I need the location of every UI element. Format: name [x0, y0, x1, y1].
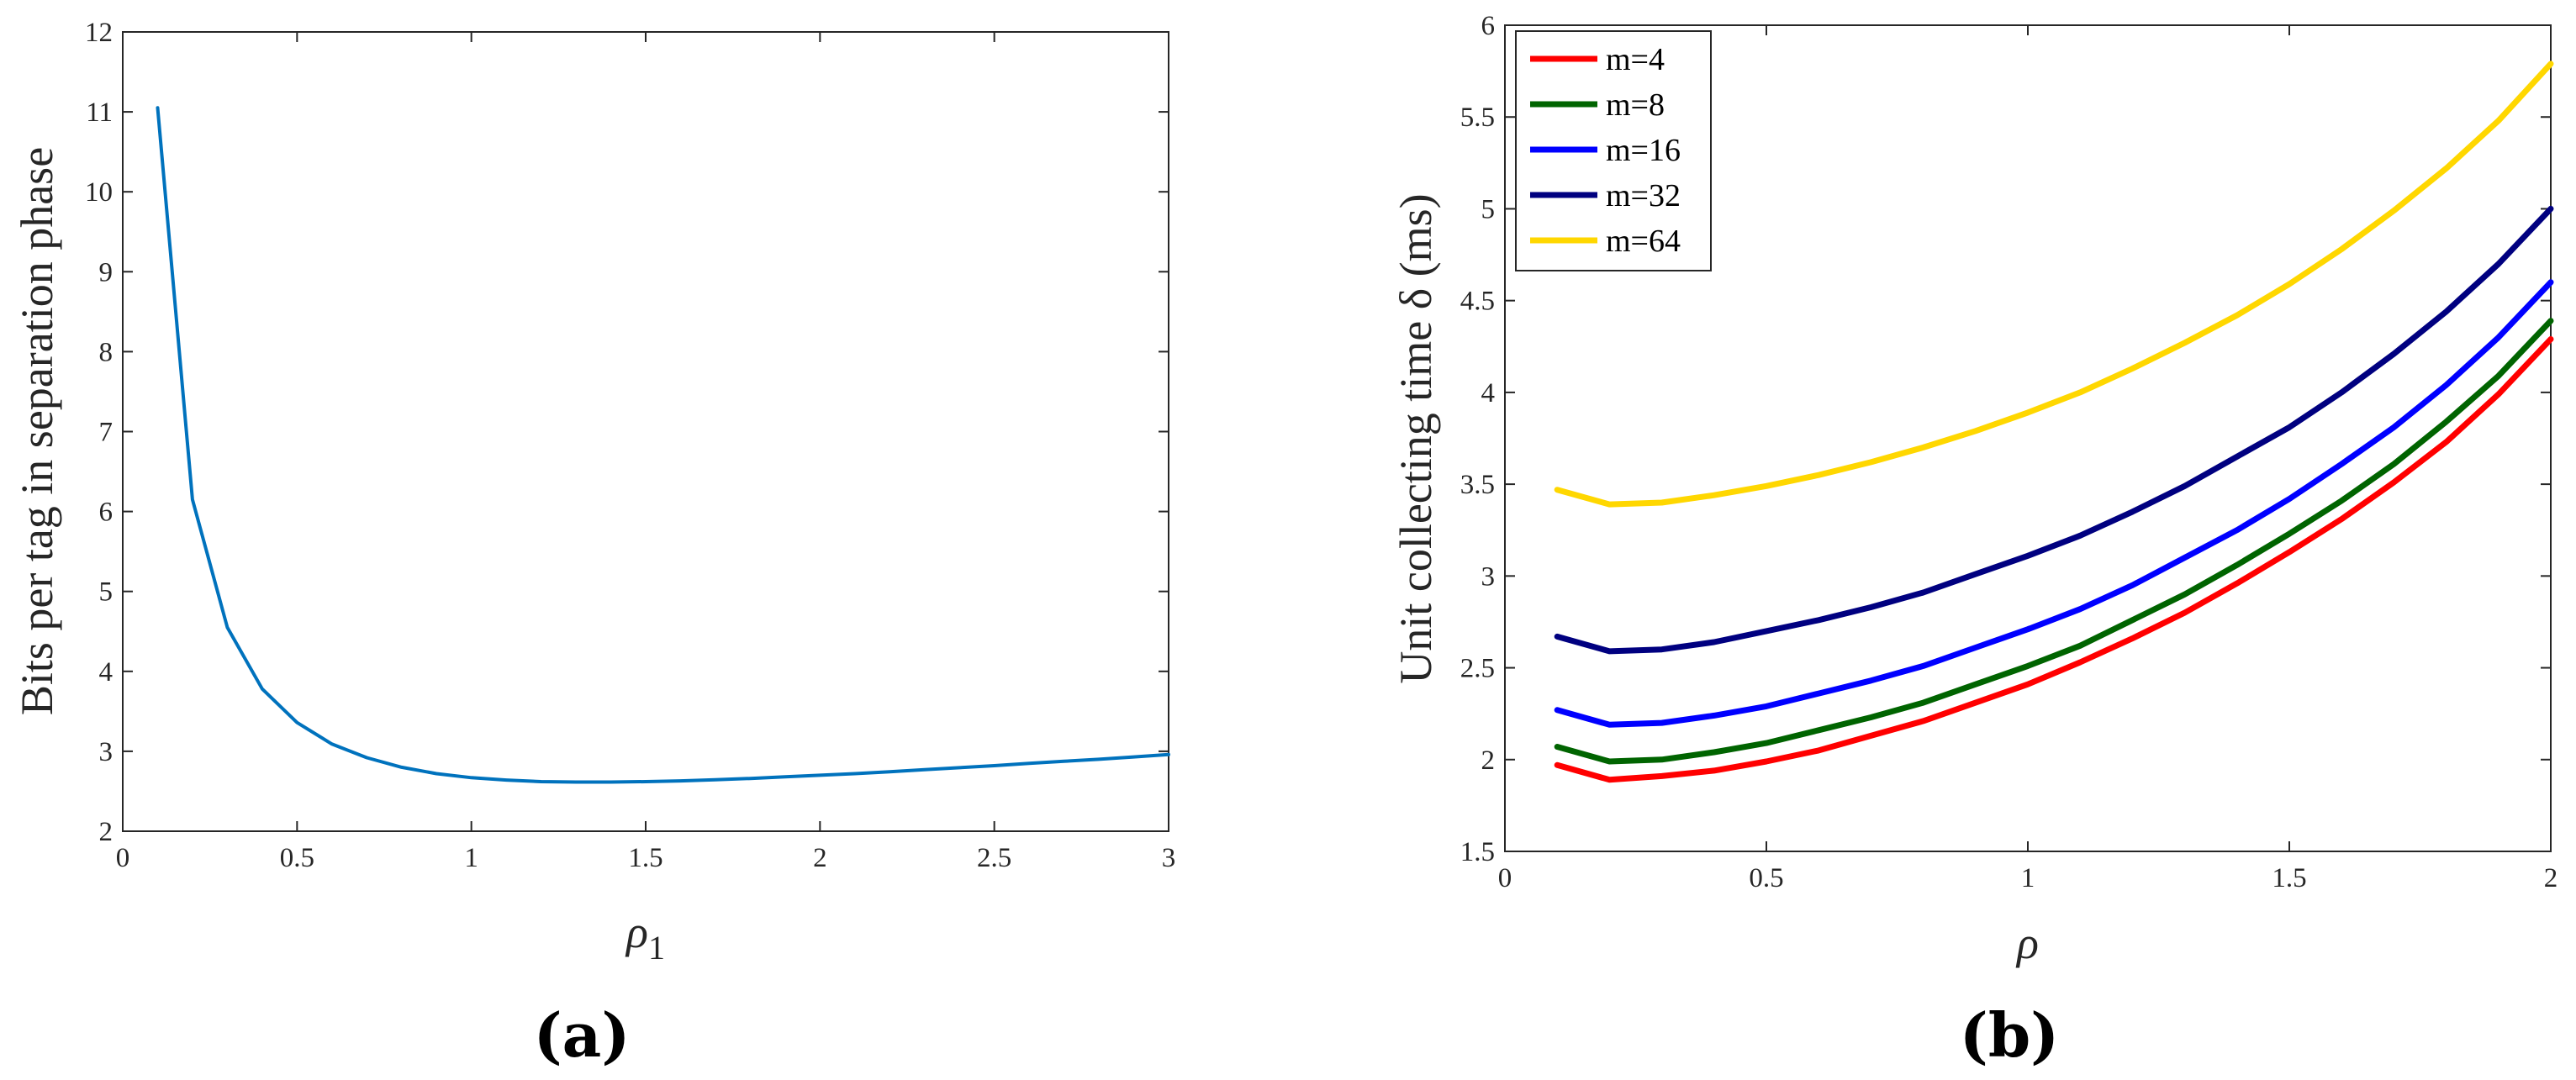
series-line-m=4 [1554, 336, 2554, 783]
panel-b-lines [1554, 61, 2554, 783]
legend-label: m=64 [1606, 224, 1681, 259]
panel-a-xlabel-main: ρ [625, 907, 648, 957]
x-tick-label: 1.5 [2272, 863, 2306, 893]
panel-a-xlabel-sub: 1 [648, 929, 665, 967]
panel-a-xlabel: ρ1 [625, 907, 665, 967]
x-tick-label: 2 [813, 843, 827, 873]
panel-a: 0 0.5 1 1.5 2 2.5 3 2 3 4 5 6 7 8 9 10 11 12 Bits per tag… [12, 18, 1175, 1071]
x-tick-label: 0 [1498, 863, 1512, 893]
x-tick-label: 0 [116, 843, 130, 873]
y-tick-label: 4 [99, 657, 113, 688]
y-tick-label: 2 [1481, 745, 1496, 776]
y-tick-label: 5 [1481, 194, 1496, 224]
y-tick-label: 11 [86, 97, 113, 128]
series-line-m=16 [1554, 279, 2554, 728]
panel-a-caption: (a) [534, 999, 631, 1071]
legend-label: m=32 [1606, 178, 1681, 213]
y-tick-label: 6 [99, 498, 113, 528]
panel-b-legend: m=4 m=8 m=16 m=32 m=64 [1515, 30, 1712, 271]
y-tick-label: 10 [85, 177, 113, 208]
legend-label: m=4 [1606, 42, 1665, 77]
series-line-bits [156, 106, 1170, 784]
x-tick-label: 1 [464, 843, 478, 873]
y-tick-label: 4 [1481, 378, 1496, 408]
x-tick-label: 2.5 [977, 843, 1011, 873]
x-tick-label: 2 [2544, 863, 2558, 893]
y-tick-label: 9 [99, 257, 113, 287]
series-line-m=8 [1554, 318, 2554, 765]
series-line-m=64 [1554, 61, 2554, 508]
y-tick-label: 5 [99, 577, 113, 608]
panel-b: 0 0.5 1 1.5 2 1.5 2 2.5 3 3.5 4 4.5 5 5.5 6 m=4 m=8 m=16… [1391, 11, 2558, 1071]
x-tick-label: 0.5 [1749, 863, 1783, 893]
legend-label: m=16 [1606, 133, 1681, 168]
y-tick-label: 1.5 [1460, 837, 1495, 867]
y-tick-label: 3.5 [1460, 470, 1495, 500]
y-tick-label: 2.5 [1460, 654, 1495, 684]
panel-a-lines [156, 106, 1170, 784]
x-tick-label: 0.5 [280, 843, 314, 873]
panel-a-ticks: 0 0.5 1 1.5 2 2.5 3 2 3 4 5 6 7 8 9 10 11 12 [85, 18, 1175, 873]
y-tick-label: 12 [85, 18, 113, 48]
y-tick-label: 3 [1481, 561, 1496, 592]
x-tick-label: 1.5 [628, 843, 662, 873]
panel-b-ticks: 0 0.5 1 1.5 2 1.5 2 2.5 3 3.5 4 4.5 5 5.5 6 [1460, 11, 2558, 893]
y-tick-label: 2 [99, 817, 113, 847]
y-tick-label: 4.5 [1460, 287, 1495, 317]
legend-label: m=8 [1606, 87, 1665, 123]
panel-b-caption: (b) [1960, 999, 2059, 1071]
y-tick-label: 8 [99, 337, 113, 367]
plot-a-frame [122, 31, 1169, 832]
x-tick-label: 3 [1162, 843, 1176, 873]
series-line-m=32 [1554, 205, 2554, 655]
panel-b-ylabel: Unit collecting time δ (ms) [1391, 193, 1441, 683]
y-tick-label: 5.5 [1460, 103, 1495, 133]
x-tick-label: 1 [2021, 863, 2035, 893]
y-tick-label: 7 [99, 418, 113, 448]
panel-b-xlabel: ρ [2015, 918, 2039, 968]
panel-a-ylabel: Bits per tag in separation phase [12, 147, 62, 715]
y-tick-label: 3 [99, 737, 113, 767]
y-tick-label: 6 [1481, 11, 1496, 41]
